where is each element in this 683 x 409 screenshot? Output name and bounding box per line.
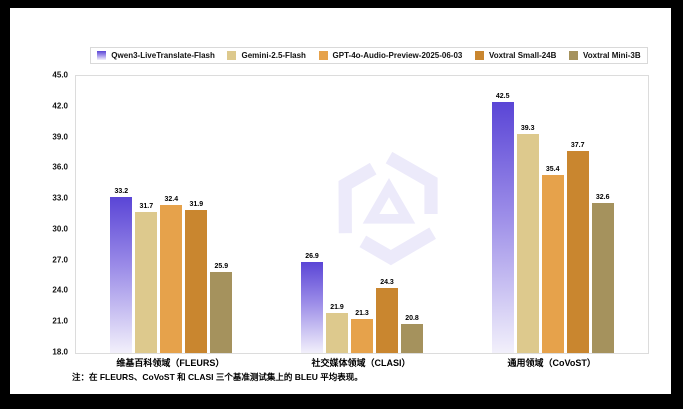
- y-tick-label: 42.0: [52, 101, 68, 111]
- bar: 20.8: [401, 315, 423, 353]
- legend-item: Voxtral Mini-3B: [569, 51, 641, 60]
- x-axis-category-labels: 维基百科领域（FLEURS） 社交媒体领域（CLASI） 通用领域（CoVoST）: [75, 356, 647, 369]
- y-tick-label: 24.0: [52, 285, 68, 295]
- bar-fill: [516, 134, 539, 353]
- legend-swatch: [474, 51, 484, 60]
- bar-value-label: 32.6: [595, 194, 610, 202]
- bar: 24.3: [376, 279, 398, 353]
- bar: 25.9: [210, 263, 233, 353]
- bar-fill: [566, 150, 589, 353]
- bar-fill: [301, 261, 323, 353]
- category-label: 维基百科领域（FLEURS）: [116, 358, 225, 368]
- y-tick-label: 45.0: [52, 70, 68, 80]
- legend-item: Qwen3-LiveTranslate-Flash: [97, 51, 215, 60]
- chart-canvas: Qwen3-LiveTranslate-Flash Gemini-2.5-Flas…: [10, 8, 671, 394]
- bar-group: 33.2 31.7 32.4 31.9 25.9: [76, 76, 267, 353]
- bar-fill: [491, 101, 514, 353]
- bar-value-label: 35.4: [545, 165, 560, 173]
- bar: 35.4: [541, 166, 564, 353]
- bar-group: 26.9 21.9 21.3 24.3 20.8: [267, 76, 458, 353]
- footnote: 注：在 FLEURS、CoVoST 和 CLASI 三个基准测试集上的 BLEU…: [72, 372, 363, 382]
- legend-item: Gemini-2.5-Flash: [227, 51, 306, 60]
- bar-value-label: 21.9: [330, 304, 344, 311]
- bar-value-label: 25.9: [214, 262, 229, 270]
- category-label: 社交媒体领域（CLASI）: [311, 358, 411, 368]
- bar: 31.7: [135, 203, 158, 353]
- bar: 37.7: [566, 142, 589, 353]
- legend-label: Voxtral Small-24B: [488, 51, 557, 60]
- bar-fill: [210, 271, 233, 353]
- legend-item: GPT-4o-Audio-Preview-2025-06-03: [318, 51, 463, 60]
- plot-area: 33.2 31.7 32.4 31.9 25.9 26.9 21.9 21.3 24.3 20.8…: [75, 75, 649, 354]
- legend-swatch: [227, 51, 237, 60]
- bar-value-label: 33.2: [114, 188, 129, 196]
- bar-value-label: 31.9: [189, 201, 204, 209]
- legend-swatch: [318, 51, 328, 60]
- bar-group: 42.5 39.3 35.4 37.7 32.6: [457, 76, 648, 353]
- bar-value-label: 26.9: [305, 252, 319, 260]
- legend-item: Voxtral Small-24B: [474, 51, 557, 60]
- chart-legend: Qwen3-LiveTranslate-Flash Gemini-2.5-Flas…: [90, 47, 648, 64]
- bar-fill: [326, 313, 348, 353]
- legend-label: GPT-4o-Audio-Preview-2025-06-03: [332, 51, 463, 60]
- legend-label: Voxtral Mini-3B: [583, 51, 641, 60]
- bar-value-label: 37.7: [570, 141, 585, 149]
- bar-fill: [110, 197, 133, 353]
- bar-value-label: 42.5: [495, 92, 510, 100]
- y-tick-label: 30.0: [52, 224, 68, 234]
- bar-fill: [401, 324, 423, 353]
- y-tick-label: 36.0: [52, 162, 68, 172]
- bar: 31.9: [185, 201, 208, 353]
- bar: 32.4: [160, 196, 183, 353]
- bar-fill: [135, 212, 158, 353]
- bar-value-label: 20.8: [405, 315, 419, 323]
- bar: 39.3: [516, 125, 539, 353]
- legend-label: Gemini-2.5-Flash: [241, 51, 306, 60]
- bar: 33.2: [110, 188, 133, 353]
- bar: 21.9: [326, 304, 348, 353]
- bar-value-label: 31.7: [139, 203, 154, 211]
- bar-fill: [591, 203, 614, 353]
- bar: 32.6: [591, 194, 614, 353]
- legend-label: Qwen3-LiveTranslate-Flash: [111, 51, 215, 60]
- category-label: 通用领域（CoVoST）: [507, 358, 596, 368]
- y-axis: 45.0 42.0 39.0 36.0 33.0 30.0 27.0 24.0 21.0 18.0: [36, 71, 68, 357]
- bar-fill: [160, 205, 183, 353]
- bar-fill: [541, 174, 564, 353]
- y-tick-label: 18.0: [52, 347, 68, 357]
- bar: 26.9: [301, 253, 323, 353]
- legend-swatch: [97, 51, 107, 60]
- bar-value-label: 39.3: [520, 125, 535, 133]
- y-tick-label: 27.0: [52, 255, 68, 265]
- bar: 21.3: [351, 310, 373, 353]
- bar-fill: [376, 288, 398, 353]
- bar-fill: [185, 210, 208, 353]
- bar-value-label: 21.3: [355, 310, 369, 318]
- bar: 42.5: [491, 93, 514, 353]
- bar-value-label: 24.3: [380, 279, 394, 287]
- y-tick-label: 39.0: [52, 132, 68, 142]
- legend-swatch: [569, 51, 578, 60]
- bar-value-label: 32.4: [164, 196, 179, 204]
- y-tick-label: 33.0: [52, 193, 68, 203]
- bar-fill: [351, 319, 373, 353]
- y-tick-label: 21.0: [52, 316, 68, 326]
